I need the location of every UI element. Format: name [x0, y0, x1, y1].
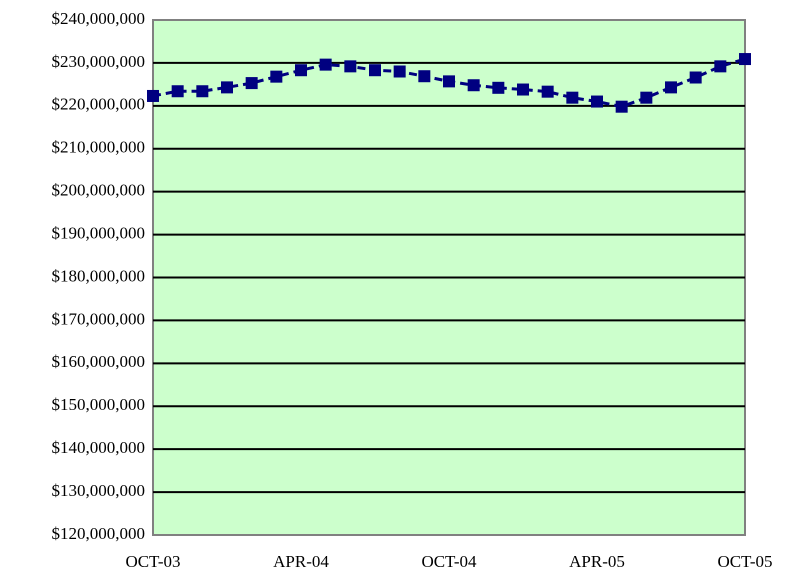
data-point: [270, 70, 283, 83]
data-point: [467, 79, 480, 92]
data-point: [319, 58, 332, 71]
x-tick-label: APR-04: [273, 552, 329, 571]
y-tick-label: $180,000,000: [52, 266, 146, 285]
data-point: [344, 60, 357, 73]
y-tick-label: $210,000,000: [52, 138, 146, 157]
data-point: [615, 100, 628, 113]
data-point: [369, 64, 381, 77]
x-tick-label: OCT-03: [125, 552, 180, 571]
data-point: [591, 95, 603, 108]
y-tick-label: $140,000,000: [52, 438, 146, 457]
y-tick-label: $160,000,000: [52, 352, 146, 371]
data-point: [492, 81, 505, 94]
data-point: [739, 53, 751, 66]
y-tick-label: $190,000,000: [52, 223, 146, 242]
data-point: [640, 91, 653, 104]
data-point: [147, 89, 159, 102]
data-point: [393, 65, 406, 78]
data-point: [517, 83, 529, 96]
y-tick-label: $150,000,000: [52, 395, 146, 414]
y-tick-label: $240,000,000: [52, 9, 146, 28]
y-tick-label: $130,000,000: [52, 481, 146, 500]
data-point: [689, 71, 702, 84]
data-point: [196, 85, 209, 98]
data-point: [541, 85, 554, 98]
data-point: [245, 77, 258, 90]
data-point: [443, 75, 455, 88]
y-tick-label: $200,000,000: [52, 181, 146, 200]
y-tick-label: $220,000,000: [52, 95, 146, 114]
y-tick-label: $230,000,000: [52, 52, 146, 71]
data-point: [295, 64, 307, 77]
data-point: [221, 81, 233, 94]
data-point: [418, 70, 431, 83]
x-tick-label: APR-05: [569, 552, 625, 571]
x-tick-label: OCT-05: [717, 552, 772, 571]
data-point: [566, 91, 579, 104]
y-tick-label: $120,000,000: [52, 524, 146, 543]
data-point: [714, 60, 727, 73]
data-point: [171, 85, 184, 98]
x-tick-label: OCT-04: [421, 552, 477, 571]
data-point: [665, 81, 677, 94]
y-tick-label: $170,000,000: [52, 309, 146, 328]
